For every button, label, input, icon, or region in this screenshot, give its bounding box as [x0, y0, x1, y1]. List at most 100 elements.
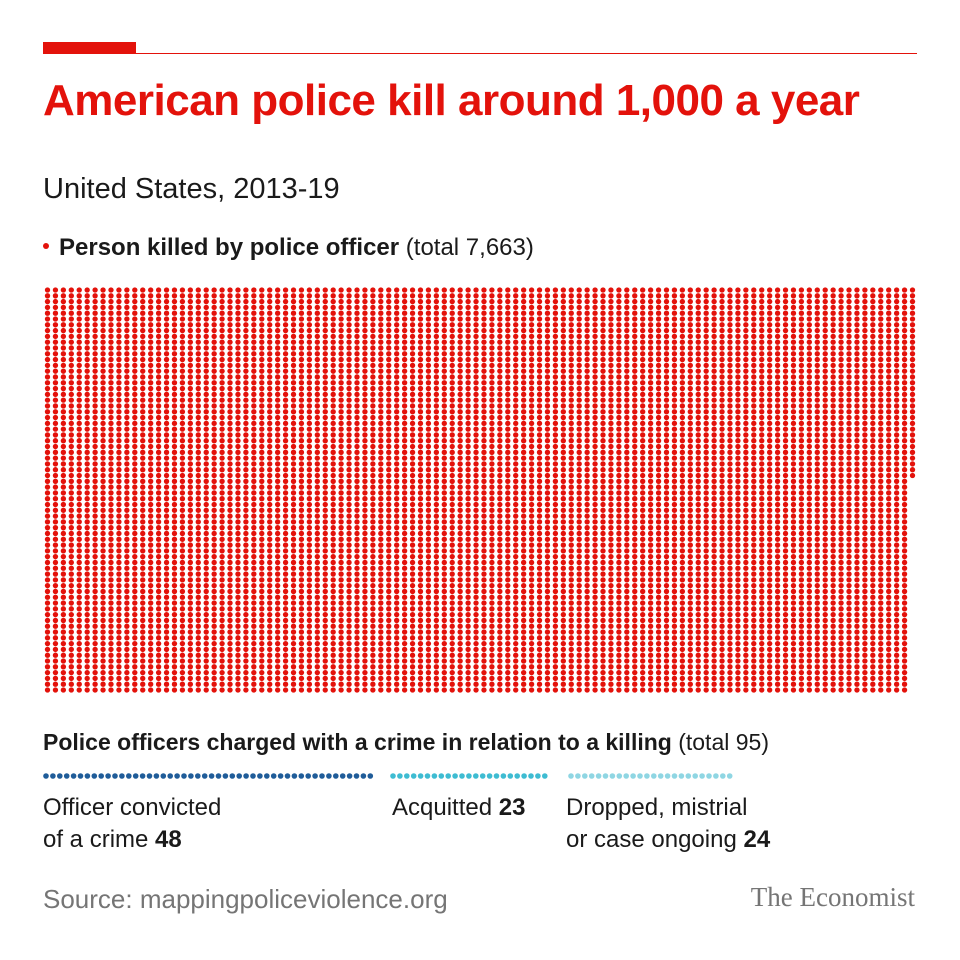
- killed-dot: [108, 513, 114, 519]
- killed-dot: [592, 536, 598, 542]
- killed-dot: [592, 559, 598, 566]
- killed-dot: [544, 501, 551, 508]
- killed-dot: [417, 420, 424, 426]
- killed-dot: [338, 681, 344, 687]
- killed-dot: [560, 623, 567, 629]
- killed-dot: [52, 623, 59, 629]
- killed-dot: [243, 635, 249, 641]
- killed-dot: [235, 414, 241, 421]
- killed-dot: [203, 675, 209, 682]
- killed-dot: [489, 385, 495, 392]
- killed-dot: [251, 426, 257, 432]
- killed-dot: [568, 298, 574, 305]
- killed-dot: [124, 414, 130, 421]
- killed-dot: [282, 501, 289, 508]
- killed-dot: [235, 345, 241, 351]
- killed-dot: [362, 490, 368, 496]
- killed-dot: [528, 496, 535, 502]
- killed-dot: [203, 345, 209, 351]
- killed-dot: [259, 443, 265, 450]
- killed-dot: [362, 304, 368, 311]
- killed-dot: [433, 467, 440, 473]
- killed-dot: [116, 438, 122, 444]
- killed-dot: [505, 362, 511, 369]
- killed-dot: [394, 571, 400, 577]
- killed-dot: [148, 594, 154, 600]
- killed-dot: [449, 652, 455, 658]
- killed-dot: [52, 582, 59, 589]
- killed-dot: [203, 664, 209, 670]
- killed-dot: [417, 345, 424, 351]
- killed-dot: [282, 617, 289, 624]
- killed-dot: [465, 588, 471, 595]
- killed-dot: [513, 635, 519, 641]
- killed-dot: [187, 559, 194, 566]
- killed-dot: [124, 588, 130, 595]
- killed-dot: [68, 478, 74, 484]
- killed-dot: [251, 385, 257, 392]
- killed-dot: [513, 687, 519, 693]
- killed-dot: [481, 490, 487, 496]
- killed-dot: [219, 490, 225, 496]
- killed-dot: [433, 397, 440, 403]
- killed-dot: [465, 606, 471, 612]
- killed-dot: [401, 339, 408, 345]
- killed-dot: [108, 287, 114, 293]
- killed-dot: [465, 577, 471, 583]
- killed-dot: [600, 559, 606, 566]
- killed-dot: [481, 577, 487, 583]
- killed-dot: [92, 536, 98, 542]
- killed-dot: [449, 333, 455, 340]
- killed-dot: [163, 554, 170, 560]
- killed-dot: [306, 316, 313, 322]
- killed-dot: [203, 322, 209, 328]
- killed-dot: [84, 606, 90, 612]
- killed-dot: [155, 438, 162, 444]
- killed-dot: [528, 542, 535, 548]
- killed-dot: [155, 316, 162, 322]
- killed-dot: [584, 617, 590, 624]
- killed-dot: [497, 298, 503, 305]
- killed-dot: [441, 432, 447, 438]
- killed-dot: [584, 449, 590, 455]
- killed-dot: [425, 501, 432, 508]
- killed-dot: [211, 525, 217, 531]
- killed-dot: [187, 380, 194, 386]
- killed-dot: [473, 409, 479, 415]
- killed-dot: [401, 351, 408, 357]
- killed-dot: [52, 409, 59, 415]
- killed-dot: [520, 374, 527, 380]
- killed-dot: [544, 397, 551, 403]
- killed-dot: [378, 565, 384, 571]
- killed-dot: [148, 455, 154, 461]
- killed-dot: [592, 298, 598, 305]
- killed-dot: [187, 496, 194, 502]
- killed-dot: [52, 490, 59, 496]
- killed-dot: [481, 304, 487, 311]
- killed-dot: [282, 327, 289, 334]
- killed-dot: [195, 640, 201, 647]
- killed-dot: [584, 327, 590, 334]
- killed-dot: [544, 322, 551, 328]
- killed-dot: [44, 554, 51, 560]
- killed-dot: [497, 443, 503, 450]
- killed-dot: [386, 525, 392, 531]
- killed-dot: [290, 646, 297, 653]
- killed-dot: [536, 658, 543, 664]
- killed-dot: [116, 664, 122, 670]
- killed-dot: [528, 664, 535, 670]
- killed-dot: [338, 640, 344, 647]
- killed-dot: [425, 577, 432, 583]
- killed-dot: [457, 455, 463, 461]
- killed-dot: [219, 397, 225, 403]
- killed-dot: [290, 490, 297, 496]
- killed-dot: [52, 658, 59, 664]
- killed-dot: [203, 617, 209, 624]
- killed-dot: [465, 658, 471, 664]
- killed-dot: [568, 443, 574, 450]
- killed-dot: [584, 287, 590, 293]
- killed-dot: [433, 687, 440, 693]
- killed-dot: [92, 635, 98, 641]
- killed-dot: [211, 513, 217, 519]
- killed-dot: [306, 455, 313, 461]
